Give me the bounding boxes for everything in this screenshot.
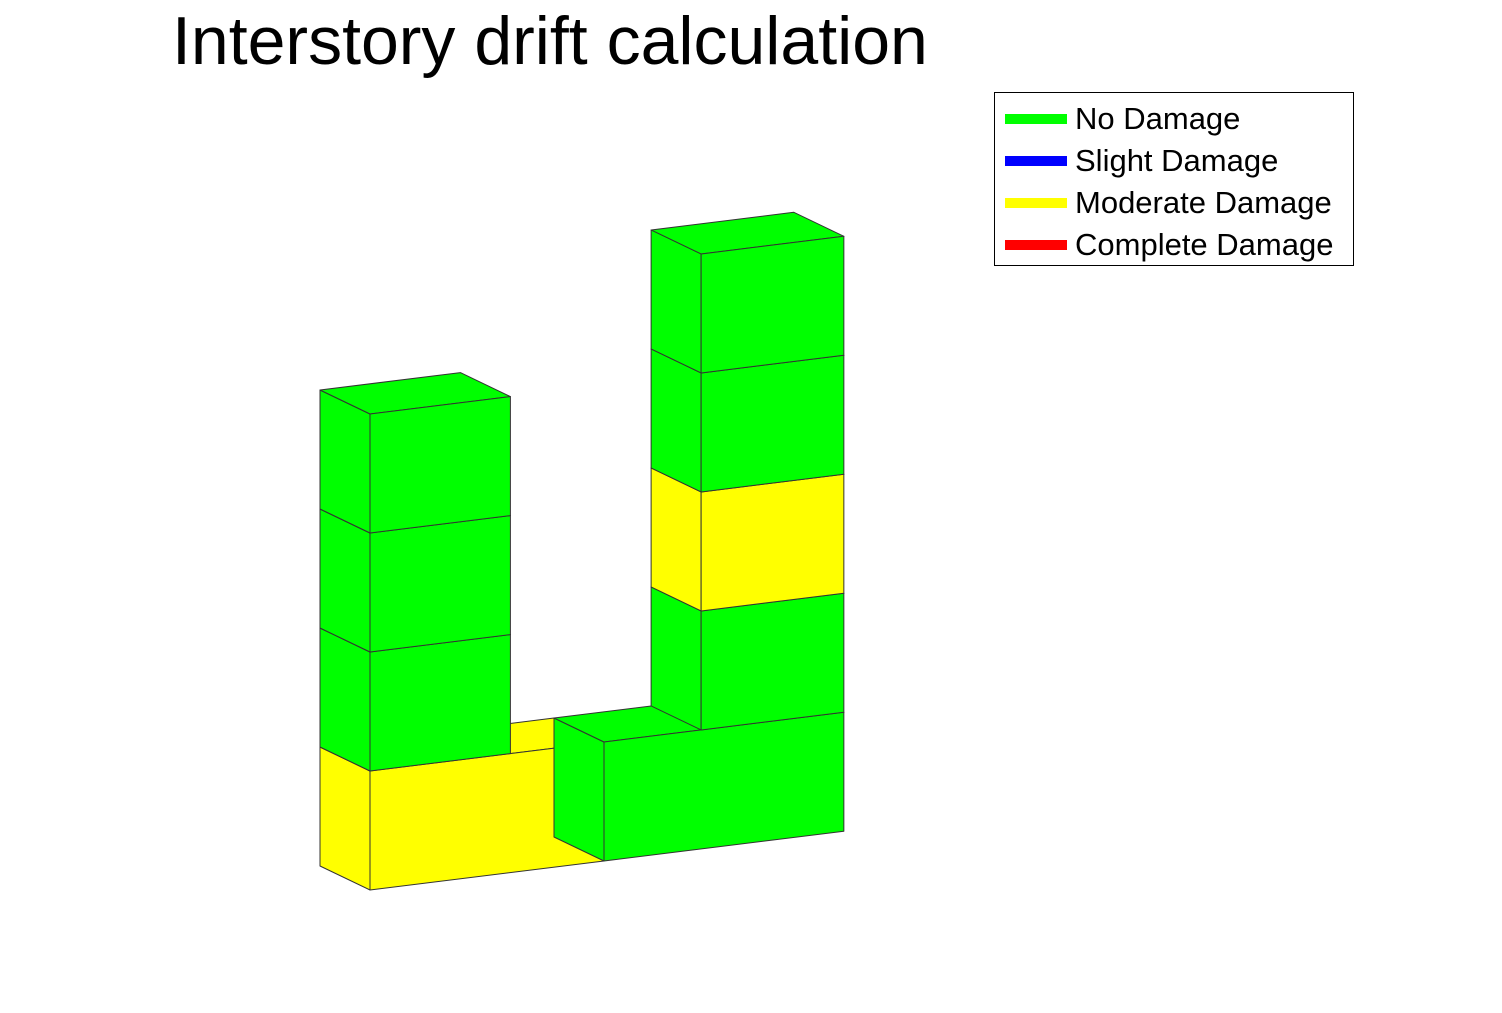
left-bay-story-2-left-face [319, 627, 371, 772]
right-bay-story-2-front-face [700, 592, 845, 731]
right-bay-story-1-left-face [553, 717, 605, 862]
right-bay-story-4-front-face [700, 354, 845, 493]
right-bay-story-4-left-face [650, 348, 702, 493]
left-bay-story-3-front-face [369, 515, 511, 653]
legend-item-moderate-damage: Moderate Damage [1005, 182, 1332, 224]
legend-swatch-moderate-damage [1005, 198, 1067, 208]
legend-label: Complete Damage [1075, 227, 1334, 262]
legend-label: Slight Damage [1075, 143, 1279, 178]
left-bay-story-4-left-face [319, 389, 371, 534]
right-bay-story-5-front-face [700, 235, 845, 374]
legend-swatch-complete-damage [1005, 240, 1067, 250]
right-bay-story-5-left-face [650, 229, 702, 374]
left-bay-story-3-left-face [319, 508, 371, 653]
right-bay-story-3-front-face [700, 473, 845, 612]
legend: No Damage Slight Damage Moderate Damage … [994, 92, 1354, 266]
legend-label: No Damage [1075, 101, 1241, 136]
legend-label: Moderate Damage [1075, 185, 1332, 220]
right-bay-story-3-left-face [650, 467, 702, 612]
legend-item-complete-damage: Complete Damage [1005, 224, 1333, 266]
left-bay-story-4-front-face [369, 396, 511, 534]
left-bay-story-2-front-face [369, 634, 511, 772]
left-bay-story-1-left-face [319, 746, 371, 891]
legend-item-slight-damage: Slight Damage [1005, 140, 1278, 182]
legend-swatch-slight-damage [1005, 156, 1067, 166]
page-title: Interstory drift calculation [172, 3, 928, 79]
legend-item-no-damage: No Damage [1005, 98, 1240, 140]
legend-swatch-no-damage [1005, 114, 1067, 124]
right-bay-story-2-left-face [650, 586, 702, 731]
